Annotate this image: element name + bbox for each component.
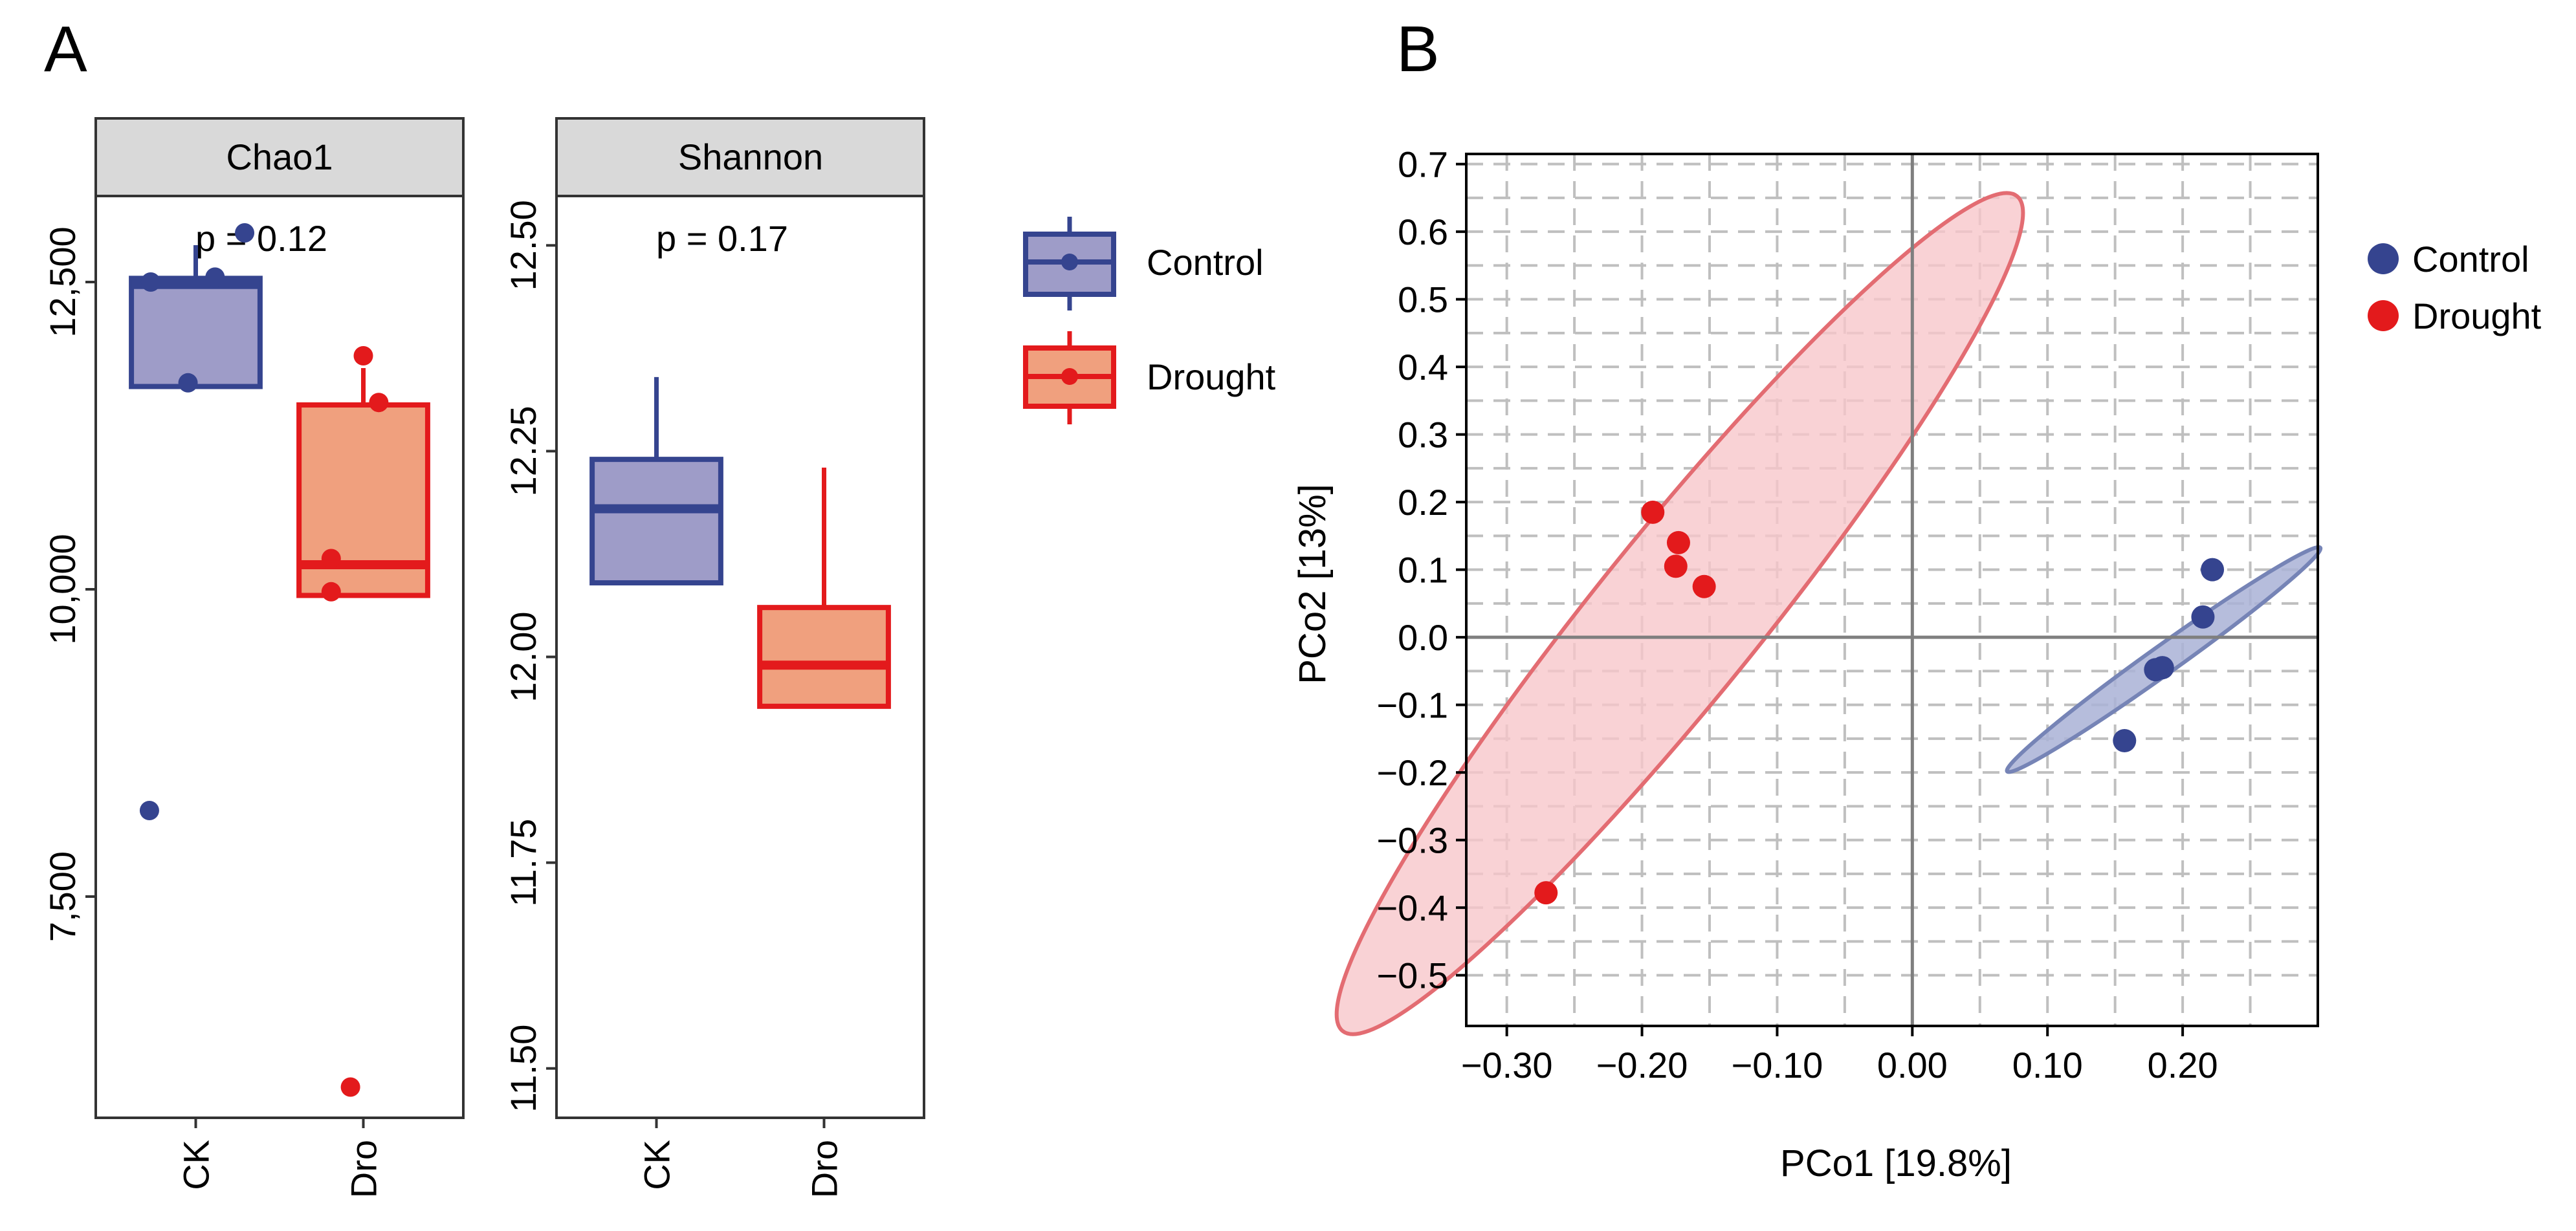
- pcoa-y-tick-label: 0.3: [1398, 415, 1448, 455]
- chao1-plot-frame: [94, 195, 465, 1119]
- chao1-point: [340, 1077, 360, 1097]
- chao1-strip-label: Chao1: [226, 136, 333, 177]
- pcoa-y-tick-label: −0.3: [1376, 820, 1448, 861]
- pcoa-x-tick-label: −0.10: [1732, 1045, 1823, 1085]
- pcoa-point-control: [2191, 605, 2215, 629]
- pcoa-point-drought: [1641, 500, 1665, 524]
- chao1-point: [321, 549, 341, 569]
- pcoa-y-tick-label: 0.2: [1398, 482, 1448, 523]
- pcoa-point-drought: [1666, 530, 1690, 554]
- legend-b-control-dot: [2368, 243, 2399, 274]
- pcoa-point-drought: [1664, 554, 1688, 578]
- shannon-y-tick-label: 12.25: [503, 406, 544, 496]
- chao1-x-tick-label: CK: [175, 1140, 216, 1190]
- legend-a-control-label: Control: [1147, 242, 1264, 283]
- pcoa-y-tick-label: 0.7: [1398, 144, 1448, 185]
- chao1-y-tick-label: 7,500: [42, 851, 83, 942]
- chao1-point: [369, 393, 389, 413]
- pcoa-x-axis-title: PCo1 [19.8%]: [1780, 1142, 2012, 1184]
- chao1-box-drought: [296, 368, 430, 598]
- shannon-y-tick-label: 11.50: [503, 1025, 544, 1113]
- pcoa-ellipse-drought: [1334, 191, 2025, 1036]
- shannon-box-drought: [757, 467, 891, 709]
- chao1-point: [178, 373, 198, 393]
- chao1-point: [321, 582, 341, 602]
- legend-a-drought-key: [1023, 331, 1116, 424]
- pcoa-y-tick-label: −0.2: [1376, 752, 1448, 793]
- chao1-point: [139, 801, 159, 820]
- shannon-y-axis: 11.50 11.75 12.00 12.25 12.50 CK Dro: [503, 200, 845, 1198]
- legend-b-drought-dot: [2368, 300, 2399, 331]
- pcoa-point-drought: [1534, 881, 1558, 905]
- chao1-box-body: [129, 276, 263, 389]
- pcoa-y-tick-label: 0.0: [1398, 617, 1448, 658]
- chao1-point: [353, 346, 373, 365]
- shannon-strip: [555, 117, 925, 197]
- chao1-x-tick-label: Dro: [344, 1140, 384, 1198]
- pcoa-panel: −0.30 −0.20 −0.10 0.00 0.10 0.20 −0.5 −0.4 −0.3 −…: [1292, 144, 2323, 1184]
- pcoa-x-tick-label: −0.20: [1596, 1045, 1688, 1085]
- shannon-x-tick-label: CK: [636, 1140, 677, 1190]
- shannon-y-tick-label: 12.00: [503, 611, 544, 702]
- pcoa-point-drought: [1692, 574, 1716, 598]
- panel-label-b: B: [1396, 13, 1440, 85]
- chao1-box-control: [129, 245, 263, 389]
- shannon-p-value: p = 0.17: [656, 218, 788, 259]
- pcoa-x-tick-label: 0.10: [2012, 1045, 2083, 1085]
- chao1-p-value: p = 0.12: [195, 218, 327, 259]
- pcoa-plot-frame: [1465, 153, 2319, 1027]
- shannon-box-control: [589, 376, 723, 585]
- pcoa-y-tick-label: 0.4: [1398, 347, 1448, 387]
- pcoa-y-axis-title: PCo2 [13%]: [1292, 484, 1334, 684]
- pcoa-y-tick-label: 0.5: [1398, 279, 1448, 320]
- shannon-y-tick-label: 12.50: [503, 200, 544, 290]
- legend-b-drought-label: Drought: [2412, 296, 2542, 336]
- shannon-panel: Shannon p = 0.17 11.50 11.75 12.00 12.25 12.…: [503, 117, 925, 1198]
- pcoa-point-control: [2201, 558, 2225, 582]
- pcoa-y-tick-label: −0.1: [1376, 685, 1448, 726]
- shannon-box-body: [757, 605, 891, 709]
- panel-label-a: A: [44, 13, 87, 85]
- chao1-y-axis: 7,500 10,000 12,500 CK Dro: [42, 226, 384, 1198]
- pcoa-y-tick-label: −0.5: [1376, 955, 1448, 996]
- legend-b-control-label: Control: [2412, 239, 2529, 279]
- chao1-point: [235, 223, 255, 243]
- chao1-y-tick-label: 12,500: [42, 226, 83, 337]
- pcoa-y-tick-label: 0.6: [1398, 212, 1448, 252]
- shannon-box-body: [589, 457, 723, 585]
- pcoa-x-tick-label: 0.20: [2148, 1045, 2218, 1085]
- chao1-strip: [94, 117, 465, 197]
- legend-a-control-key: [1023, 217, 1116, 310]
- shannon-strip-label: Shannon: [678, 136, 823, 177]
- chao1-panel: Chao1 p = 0.12 7,500 10,000 12,500 CK Dro: [42, 117, 465, 1198]
- pcoa-x-tick-label: −0.30: [1461, 1045, 1553, 1085]
- chao1-y-tick-label: 10,000: [42, 534, 83, 644]
- shannon-x-tick-label: Dro: [804, 1140, 845, 1198]
- legend-a: Control Drought: [1023, 217, 1276, 424]
- pcoa-point-control: [2113, 729, 2137, 753]
- chao1-point: [205, 267, 225, 287]
- legend-b: Control Drought: [2368, 239, 2542, 336]
- pcoa-x-tick-label: 0.00: [1877, 1045, 1948, 1085]
- chao1-point: [140, 272, 160, 292]
- pcoa-y-tick-label: 0.1: [1398, 550, 1448, 591]
- shannon-y-tick-label: 11.75: [503, 819, 544, 907]
- pcoa-point-control: [2144, 658, 2168, 682]
- pcoa-y-tick-label: −0.4: [1376, 888, 1448, 928]
- legend-a-drought-label: Drought: [1147, 356, 1276, 397]
